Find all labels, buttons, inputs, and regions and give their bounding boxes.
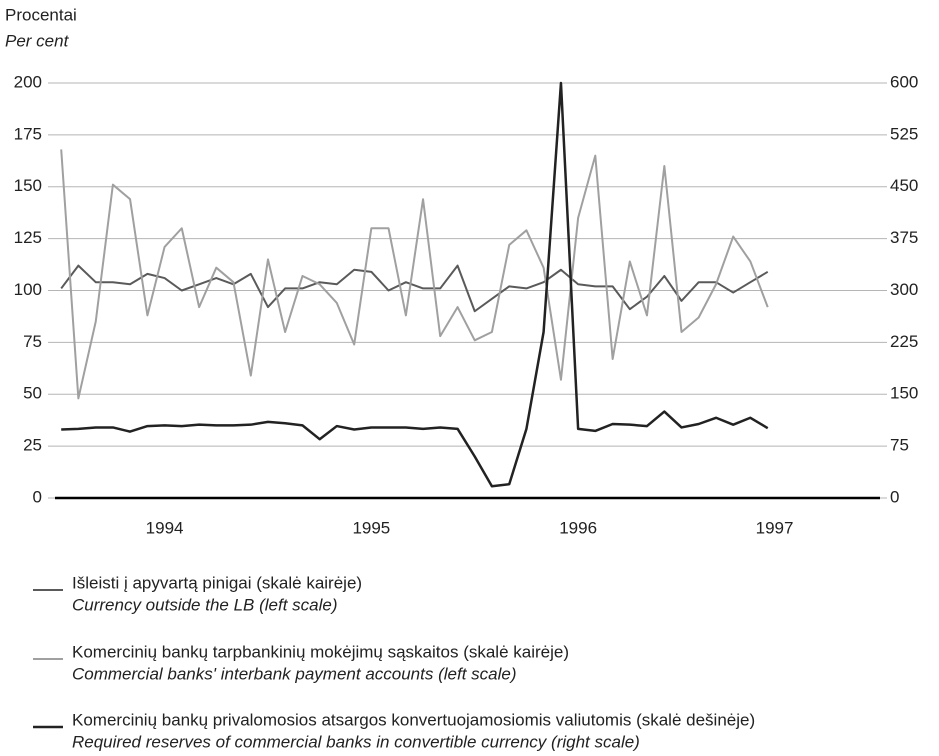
y-tick-label: 25 bbox=[23, 436, 42, 455]
legend-label: Komercinių bankų privalomosios atsargos … bbox=[72, 710, 755, 729]
x-tick-label: 1995 bbox=[352, 518, 390, 537]
y2-tick-label: 0 bbox=[890, 487, 899, 506]
y2-tick-label: 300 bbox=[890, 280, 918, 299]
y-tick-label: 200 bbox=[14, 72, 42, 91]
y-axis-label: Procentai bbox=[5, 5, 77, 24]
y2-tick-label: 450 bbox=[890, 176, 918, 195]
y-tick-label: 125 bbox=[14, 228, 42, 247]
y-tick-label: 175 bbox=[14, 124, 42, 143]
x-tick-label: 1994 bbox=[146, 518, 184, 537]
y-tick-label: 100 bbox=[14, 280, 42, 299]
y-tick-label: 75 bbox=[23, 332, 42, 351]
series-line bbox=[60, 264, 769, 313]
legend-label: Komercinių bankų tarpbankinių mokėjimų s… bbox=[72, 642, 569, 661]
x-tick-label: 1997 bbox=[756, 518, 794, 537]
y2-tick-label: 375 bbox=[890, 228, 918, 247]
series-line bbox=[61, 81, 769, 488]
y2-tick-label: 150 bbox=[890, 384, 918, 403]
y2-tick-label: 600 bbox=[890, 72, 918, 91]
x-tick-label: 1996 bbox=[559, 518, 597, 537]
series-line bbox=[60, 149, 769, 400]
y-tick-label: 0 bbox=[33, 487, 42, 506]
y-tick-label: 50 bbox=[23, 384, 42, 403]
y-tick-label: 150 bbox=[14, 176, 42, 195]
legend-label-en: Required reserves of commercial banks in… bbox=[72, 732, 640, 751]
y2-tick-label: 225 bbox=[890, 332, 918, 351]
legend-label-en: Currency outside the LB (left scale) bbox=[72, 595, 338, 614]
y2-tick-label: 525 bbox=[890, 124, 918, 143]
legend-label-en: Commercial banks' interbank payment acco… bbox=[72, 664, 517, 683]
legend-label: Išleisti į apyvartą pinigai (skalė kairė… bbox=[72, 573, 362, 592]
y2-tick-label: 75 bbox=[890, 436, 909, 455]
y-axis-label-en: Per cent bbox=[5, 31, 70, 50]
